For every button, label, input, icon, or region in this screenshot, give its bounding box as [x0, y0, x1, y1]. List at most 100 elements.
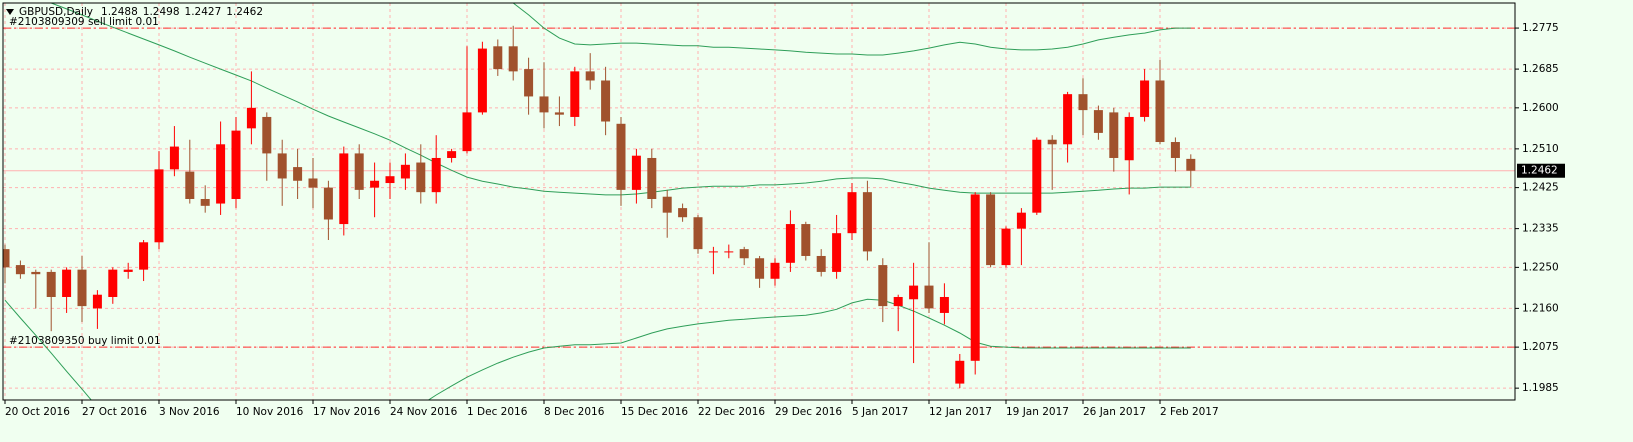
y-tick-label: 1.2335 — [1522, 223, 1559, 235]
candle-body — [77, 269, 87, 307]
candle-body — [739, 249, 749, 259]
candle-body — [601, 80, 611, 122]
candle-body — [231, 130, 241, 199]
candle-body — [1063, 94, 1073, 145]
candle-body — [832, 233, 842, 272]
candle-body — [893, 296, 903, 307]
candle-body — [3, 249, 10, 268]
x-tick-label: 10 Nov 2016 — [236, 406, 304, 418]
candle-body — [154, 169, 164, 243]
header-close: 1.2462 — [226, 6, 263, 18]
bollinger-middle — [49, 3, 1191, 196]
x-tick-label: 2 Feb 2017 — [1160, 406, 1219, 418]
candle-body — [554, 112, 564, 115]
candle-body — [185, 171, 195, 199]
candle-body — [862, 192, 872, 252]
header: GBPUSD,Daily 1.2488 1.2498 1.2427 1.2462 — [19, 6, 263, 18]
candle-body — [46, 271, 56, 297]
candle-body — [216, 144, 226, 204]
candle-body — [1124, 116, 1134, 161]
candle-body — [785, 224, 795, 263]
candle-body — [431, 157, 441, 193]
candle-body — [570, 71, 580, 117]
candle-body — [15, 265, 25, 275]
y-tick-label: 1.2250 — [1522, 261, 1559, 273]
candle-body — [370, 180, 380, 188]
candle-body — [62, 269, 72, 297]
candle-body — [493, 46, 503, 70]
x-tick-label: 26 Jan 2017 — [1083, 406, 1146, 418]
candle-body — [755, 258, 765, 279]
candle-body — [939, 296, 949, 313]
y-tick-label: 1.2160 — [1522, 302, 1559, 314]
candle-body — [708, 251, 718, 253]
candle-body — [108, 269, 118, 297]
candle-body — [92, 294, 102, 309]
plot-frame — [2, 2, 1516, 401]
x-tick-label: 29 Dec 2016 — [775, 406, 842, 418]
candle-body — [678, 208, 688, 218]
candle-body — [339, 153, 349, 225]
x-tick-label: 15 Dec 2016 — [621, 406, 688, 418]
candle-body — [1170, 142, 1180, 158]
candle-body — [323, 187, 333, 220]
x-tick-label: 22 Dec 2016 — [698, 406, 765, 418]
candle-body — [585, 71, 595, 81]
header-high: 1.2498 — [143, 6, 180, 18]
candle-body — [770, 262, 780, 279]
candle-body — [647, 157, 657, 199]
candle-body — [354, 153, 364, 190]
candle-body — [847, 192, 857, 234]
candle-body — [1016, 212, 1026, 229]
candle-body — [293, 167, 303, 181]
candle-body — [693, 217, 703, 250]
y-tick-label: 1.2685 — [1522, 63, 1559, 75]
candle-body — [31, 271, 41, 275]
bollinger-upper — [512, 3, 1191, 56]
current-price-label: 1.2462 — [1521, 165, 1558, 177]
x-tick-label: 27 Oct 2016 — [82, 406, 147, 418]
candle-body — [524, 69, 534, 97]
candle-body — [909, 285, 919, 300]
candle-body — [447, 151, 457, 158]
header-open: 1.2488 — [101, 6, 138, 18]
candle-body — [539, 96, 549, 113]
order-label: #2103809350 buy limit 0.01 — [9, 335, 161, 347]
plot-area — [3, 3, 1515, 400]
candle-body — [139, 242, 149, 270]
x-tick-label: 12 Jan 2017 — [929, 406, 992, 418]
candle-body — [385, 176, 395, 184]
candle-body — [477, 48, 487, 113]
candle-body — [662, 196, 672, 213]
header-low: 1.2427 — [185, 6, 222, 18]
candle-body — [816, 255, 826, 272]
candle-body — [1032, 139, 1042, 213]
candle-body — [246, 107, 256, 129]
y-tick-label: 1.2075 — [1522, 341, 1559, 353]
candle-body — [1155, 80, 1165, 143]
y-tick-label: 1.2425 — [1522, 182, 1559, 194]
candle-body — [1140, 80, 1150, 117]
axis: 1.2775 1.2685 1.2600 1.2510 1.2425 1.2335 1.22… — [4, 22, 1565, 418]
candle-body — [955, 360, 965, 384]
candle-body — [1078, 94, 1088, 111]
x-tick-label: 1 Dec 2016 — [467, 406, 528, 418]
x-tick-label: 17 Nov 2016 — [313, 406, 381, 418]
candle-body — [169, 146, 179, 170]
candle-body — [631, 155, 641, 190]
candle-body — [200, 198, 210, 206]
candle-body — [970, 194, 980, 361]
candle-body — [416, 162, 426, 193]
candle-body — [1186, 158, 1196, 171]
candle-body — [1001, 228, 1011, 266]
candle-body — [277, 153, 287, 179]
order-label: #2103809309 sell limit 0.01 — [9, 16, 159, 28]
header-arrow — [6, 9, 14, 15]
x-tick-label: 8 Dec 2016 — [544, 406, 605, 418]
candle-body — [724, 251, 734, 253]
candle-body — [308, 178, 318, 188]
candle-body — [801, 224, 811, 256]
